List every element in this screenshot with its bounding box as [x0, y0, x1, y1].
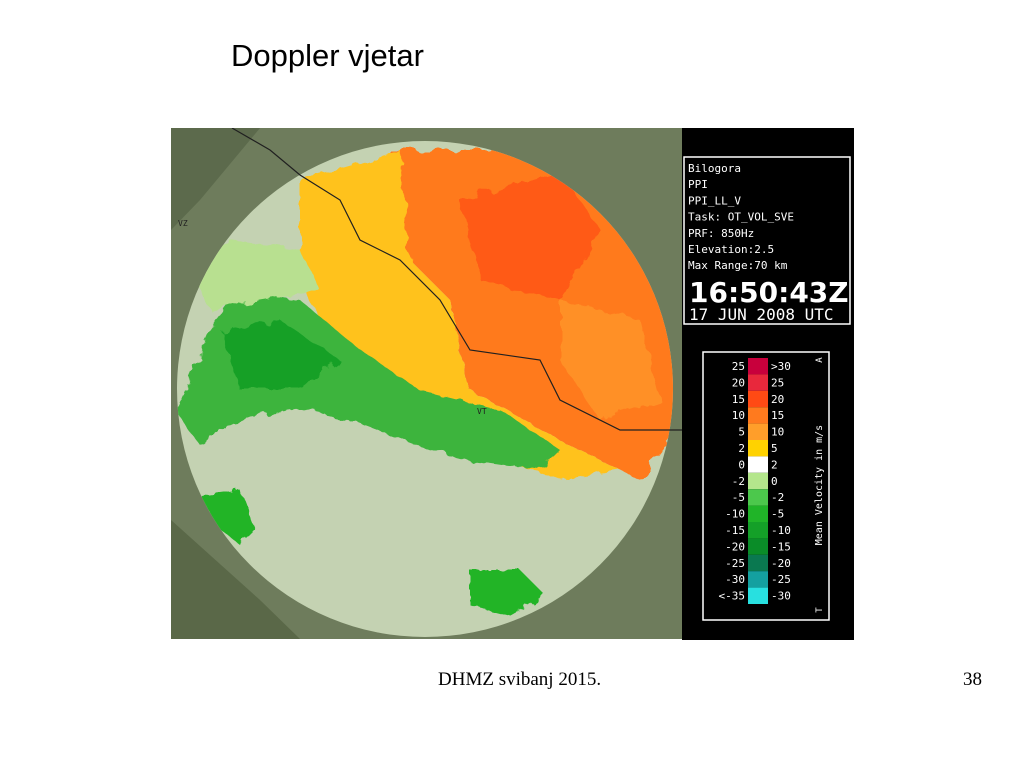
velocity-area — [460, 170, 600, 300]
legend-title: Mean Velocity in m/s — [814, 425, 825, 545]
legend-swatch — [748, 374, 768, 391]
info-lines: Bilogora PPI PPI_LL_V Task: OT_VOL_SVE PRF: … — [688, 162, 794, 272]
radar-image: VZ VT Bilogora PPI PPI_LL_V Task: OT_VOL_SV… — [171, 128, 854, 640]
legend-low: -2 — [732, 475, 745, 488]
legend-box — [702, 351, 830, 621]
terrain — [171, 128, 260, 230]
border-line — [231, 128, 682, 431]
info-box — [683, 156, 851, 325]
legend-high: 15 — [771, 409, 784, 422]
legend-high: -15 — [771, 540, 791, 553]
legend-high: 5 — [771, 442, 778, 455]
legend-high: -2 — [771, 491, 784, 504]
legend-high: 2 — [771, 458, 778, 471]
legend-low: 15 — [732, 393, 745, 406]
legend-high: -5 — [771, 508, 784, 521]
legend-low: 10 — [732, 409, 745, 422]
date: 17 JUN 2008 UTC — [689, 305, 834, 324]
legend-low: 5 — [738, 426, 745, 439]
info-line: Task: OT_VOL_SVE — [688, 211, 794, 224]
legend-high: >30 — [771, 360, 791, 373]
legend-swatch — [748, 472, 768, 490]
map-label: VT — [477, 407, 487, 416]
legend-swatch — [748, 390, 768, 408]
legend-low: 2 — [738, 442, 745, 455]
legend-swatch — [748, 423, 768, 440]
legend-swatch — [748, 571, 768, 588]
legend-low: -10 — [725, 508, 745, 521]
velocity-area — [470, 570, 545, 615]
legend-low: 0 — [738, 458, 745, 471]
legend-swatch — [748, 358, 768, 375]
info-line: PPI_LL_V — [688, 194, 741, 207]
legend-high: -20 — [771, 557, 791, 570]
info-line: PRF: 850Hz — [688, 227, 754, 240]
velocity-area — [200, 490, 255, 545]
legend-swatch — [748, 456, 768, 473]
legend-high: -10 — [771, 524, 791, 537]
slide-title: Doppler vjetar — [231, 38, 424, 73]
legend-low: -15 — [725, 524, 745, 537]
legend-high: 20 — [771, 393, 784, 406]
legend-swatch — [748, 522, 768, 539]
legend-swatch — [748, 407, 768, 424]
legend-high: -30 — [771, 590, 791, 603]
footer-text: DHMZ svibanj 2015. — [438, 669, 602, 690]
legend-high: 0 — [771, 475, 778, 488]
map-label: VZ — [178, 219, 188, 228]
legend-mark: T — [815, 607, 825, 613]
legend-low: -5 — [732, 491, 745, 504]
legend-swatch — [748, 538, 768, 555]
legend-high: 10 — [771, 426, 784, 439]
info-line: Bilogora — [688, 162, 741, 175]
legend-mark: A — [815, 357, 825, 363]
velocity-area — [560, 300, 660, 420]
legend-low: <-35 — [719, 590, 746, 603]
info-line: Max Range:70 km — [688, 259, 788, 272]
legend-low: 25 — [732, 360, 745, 373]
legend-swatch — [748, 587, 768, 604]
legend-low: -25 — [725, 557, 745, 570]
page-number: 38 — [963, 669, 982, 690]
legend-high: 25 — [771, 376, 784, 389]
info-line: PPI — [688, 178, 708, 191]
legend-high: -25 — [771, 573, 791, 586]
legend-swatch — [748, 489, 768, 506]
velocity-field — [177, 150, 673, 615]
terrain — [171, 520, 300, 639]
velocity-area — [300, 150, 620, 480]
legend-swatch — [748, 440, 768, 457]
velocity-area — [220, 320, 340, 390]
velocity-area — [190, 240, 320, 310]
legend-low: 20 — [732, 376, 745, 389]
legend-swatch — [748, 554, 768, 572]
info-line: Elevation:2.5 — [688, 243, 774, 256]
legend-low: -30 — [725, 573, 745, 586]
time: 16:50:43Z — [689, 276, 849, 309]
legend-swatch — [748, 505, 768, 522]
legend-low: -20 — [725, 540, 745, 553]
